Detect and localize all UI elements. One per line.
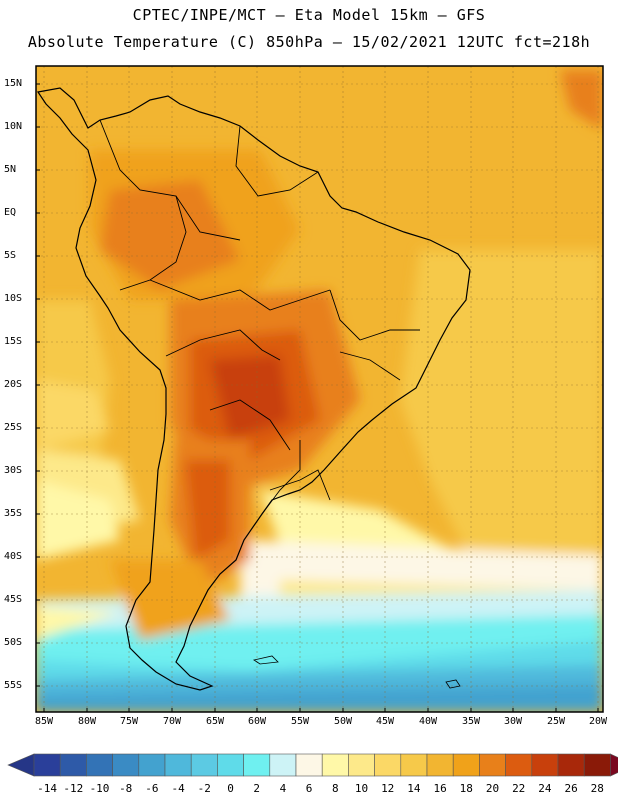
lat-label: EQ bbox=[4, 207, 17, 218]
lat-label: 10N bbox=[4, 121, 23, 132]
lon-label: 70W bbox=[162, 716, 182, 727]
south-america-coastline bbox=[36, 87, 471, 691]
colorbar-label: -2 bbox=[197, 782, 211, 795]
colorbar-label: 0 bbox=[227, 782, 234, 795]
colorbar-end-low bbox=[7, 753, 35, 777]
colorbar-label: 22 bbox=[512, 782, 526, 795]
colorbar-swatch bbox=[531, 753, 559, 777]
colorbar-swatch bbox=[59, 753, 87, 777]
colorbar-label: 4 bbox=[279, 782, 287, 795]
temperature-field bbox=[36, 66, 603, 712]
lat-label: 10S bbox=[4, 293, 23, 304]
colorbar-label: 24 bbox=[538, 782, 552, 795]
lat-label: 40S bbox=[4, 551, 23, 562]
colorbar-swatch bbox=[583, 753, 611, 777]
south-georgia-island bbox=[445, 679, 461, 689]
map-title: CPTEC/INPE/MCT — Eta Model 15km — GFS bbox=[132, 6, 486, 24]
colorbar-label: -14 bbox=[37, 782, 58, 795]
colorbar-swatch bbox=[452, 753, 480, 777]
lon-label: 35W bbox=[461, 716, 481, 727]
lat-label: 15S bbox=[4, 336, 23, 347]
colorbar-swatch bbox=[348, 753, 375, 777]
colorbar-label: 20 bbox=[485, 782, 500, 795]
lat-label: 50S bbox=[4, 637, 23, 648]
colorbar-label: 18 bbox=[459, 782, 473, 795]
lon-label: 80W bbox=[77, 716, 97, 727]
lat-label: 20S bbox=[4, 379, 23, 390]
country-borders bbox=[99, 119, 420, 515]
colorbar-swatch bbox=[479, 753, 506, 777]
colorbar-label: 26 bbox=[564, 782, 578, 795]
colorbar-swatch bbox=[374, 753, 402, 777]
colorbar-swatch bbox=[164, 753, 192, 777]
lat-label: 45S bbox=[4, 594, 23, 605]
lat-label: 55S bbox=[4, 680, 23, 691]
colorbar bbox=[7, 753, 618, 777]
lon-label: 75W bbox=[119, 716, 139, 727]
colorbar-swatch bbox=[243, 753, 271, 777]
lat-label: 30S bbox=[4, 465, 23, 476]
map-frame bbox=[35, 65, 604, 713]
map-subtitle: Absolute Temperature (C) 850hPa — 15/02/… bbox=[27, 33, 591, 51]
colorbar-swatch bbox=[426, 753, 454, 777]
lon-label: 65W bbox=[205, 716, 225, 727]
lon-label: 40W bbox=[418, 716, 438, 727]
colorbar-swatch bbox=[321, 753, 349, 777]
colorbar-swatch bbox=[138, 753, 166, 777]
colorbar-label: 10 bbox=[354, 782, 369, 795]
colorbar-label: 2 bbox=[253, 782, 260, 795]
colorbar-swatch bbox=[217, 753, 244, 777]
colorbar-label: 28 bbox=[590, 782, 604, 795]
colorbar-swatch bbox=[557, 753, 585, 777]
colorbar-swatch bbox=[190, 753, 218, 777]
colorbar-swatch bbox=[86, 753, 113, 777]
lon-label: 20W bbox=[588, 716, 608, 727]
colorbar-label: -4 bbox=[171, 782, 185, 795]
lat-label: 15N bbox=[4, 78, 23, 89]
lat-label: 25S bbox=[4, 422, 23, 433]
lon-label: 45W bbox=[375, 716, 395, 727]
lon-label: 85W bbox=[34, 716, 54, 727]
lon-label: 25W bbox=[546, 716, 566, 727]
colorbar-swatch bbox=[269, 753, 297, 777]
colorbar-end-high bbox=[610, 753, 618, 777]
colorbar-label: 8 bbox=[331, 782, 339, 795]
colorbar-swatch bbox=[112, 753, 140, 777]
lat-label: 5N bbox=[4, 164, 17, 175]
lon-label: 55W bbox=[290, 716, 310, 727]
colorbar-label: -8 bbox=[119, 782, 133, 795]
lon-label: 30W bbox=[503, 716, 523, 727]
colorbar-swatch bbox=[295, 753, 323, 777]
colorbar-label: -12 bbox=[63, 782, 84, 795]
colorbar-label: 12 bbox=[381, 782, 395, 795]
colorbar-label: 6 bbox=[305, 782, 313, 795]
colorbar-label: 16 bbox=[433, 782, 447, 795]
colorbar-swatch bbox=[505, 753, 533, 777]
colorbar-label: -10 bbox=[89, 782, 110, 795]
lat-label: 5S bbox=[4, 250, 17, 261]
lon-label: 60W bbox=[247, 716, 267, 727]
lon-label: 50W bbox=[333, 716, 353, 727]
colorbar-label: 14 bbox=[407, 782, 421, 795]
colorbar-label: -6 bbox=[145, 782, 159, 795]
colorbar-swatch bbox=[400, 753, 428, 777]
lat-label: 35S bbox=[4, 508, 23, 519]
axis-ticks bbox=[36, 83, 599, 712]
colorbar-swatch bbox=[33, 753, 61, 777]
falklands-islands bbox=[252, 655, 279, 665]
